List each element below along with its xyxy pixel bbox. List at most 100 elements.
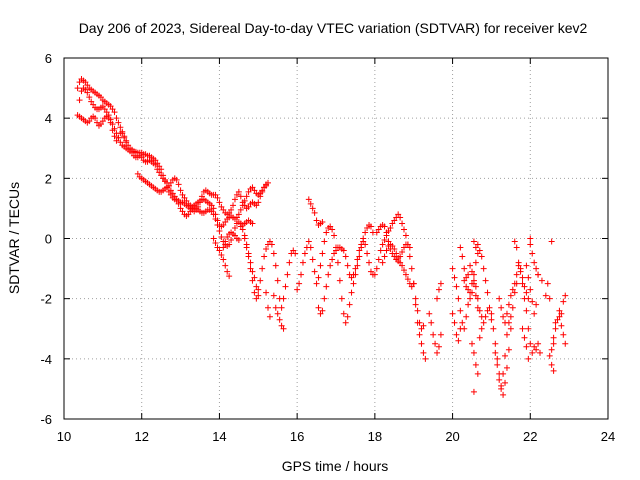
data-point — [542, 292, 549, 299]
data-point — [218, 252, 225, 259]
data-point — [498, 304, 505, 311]
data-point — [282, 283, 289, 290]
data-point — [535, 271, 542, 278]
data-point — [550, 340, 557, 347]
data-point — [222, 262, 229, 269]
data-point — [103, 109, 110, 116]
data-point — [435, 343, 442, 350]
data-point — [546, 295, 553, 302]
data-point — [255, 292, 262, 299]
data-point — [470, 280, 477, 287]
data-point — [515, 259, 522, 266]
data-point — [469, 268, 475, 275]
data-point — [463, 313, 470, 320]
data-point — [533, 301, 540, 308]
x-tick-label: 10 — [57, 429, 71, 444]
data-point — [476, 307, 483, 314]
data-point — [503, 331, 510, 338]
data-point — [513, 244, 520, 251]
data-point — [309, 256, 316, 263]
data-point — [138, 154, 145, 161]
data-point — [301, 250, 308, 257]
data-point — [529, 349, 536, 356]
data-point — [399, 249, 406, 256]
data-point — [261, 253, 268, 260]
data-point — [272, 262, 279, 269]
data-point — [492, 349, 499, 356]
data-point — [212, 240, 219, 247]
data-point — [342, 253, 349, 260]
data-point — [274, 277, 281, 284]
data-point — [412, 295, 419, 302]
data-point — [210, 211, 217, 218]
data-point — [86, 94, 93, 101]
data-point — [340, 247, 347, 254]
data-point — [476, 247, 483, 254]
data-point — [459, 253, 466, 260]
data-point — [224, 233, 231, 240]
data-point — [276, 316, 283, 323]
data-point — [408, 283, 415, 290]
data-point — [218, 203, 225, 210]
data-point — [315, 304, 322, 311]
y-tick-label: -4 — [40, 352, 52, 367]
data-point — [259, 265, 266, 272]
data-point — [210, 205, 217, 212]
data-point — [290, 247, 297, 254]
data-point — [546, 352, 553, 359]
x-axis-label: GPS time / hours — [282, 458, 389, 474]
data-point — [527, 286, 534, 293]
data-point — [455, 295, 462, 302]
data-point — [367, 268, 374, 275]
data-point — [470, 349, 477, 356]
data-point — [94, 119, 101, 126]
data-point — [76, 97, 83, 104]
data-point — [265, 304, 271, 311]
data-point — [494, 355, 501, 362]
data-point — [488, 310, 495, 317]
data-point — [548, 346, 555, 353]
data-point — [253, 295, 260, 302]
data-point — [437, 280, 444, 287]
data-point — [344, 313, 351, 320]
data-point — [90, 101, 97, 108]
data-point — [214, 244, 221, 251]
data-point — [107, 103, 114, 110]
data-point — [556, 313, 563, 320]
data-point — [517, 268, 524, 275]
data-point — [119, 130, 126, 137]
y-tick-label: 2 — [45, 171, 52, 186]
data-point — [401, 244, 407, 251]
data-point — [348, 274, 355, 281]
data-point — [109, 121, 116, 128]
data-point — [280, 295, 287, 302]
data-point — [257, 190, 264, 197]
data-point — [472, 259, 479, 266]
data-point — [426, 310, 433, 317]
y-tick-label: 6 — [45, 51, 52, 66]
data-point — [185, 211, 192, 218]
data-point — [478, 253, 485, 260]
data-point — [342, 319, 349, 326]
data-point — [507, 292, 514, 299]
data-point — [494, 361, 501, 368]
data-point — [476, 334, 483, 341]
data-point — [560, 298, 567, 305]
data-point — [531, 310, 538, 317]
data-point — [500, 370, 507, 377]
data-point — [383, 247, 390, 254]
data-point — [527, 340, 534, 347]
data-point — [220, 256, 227, 263]
data-point — [414, 307, 421, 314]
data-point — [113, 130, 120, 137]
y-tick-label: 4 — [45, 111, 52, 126]
data-point — [402, 232, 409, 239]
data-point — [319, 250, 326, 257]
data-point — [208, 202, 215, 209]
data-point — [356, 253, 363, 260]
data-point — [278, 304, 285, 311]
data-point — [214, 194, 221, 201]
data-point — [523, 289, 530, 296]
data-point — [266, 238, 273, 245]
data-point — [319, 307, 326, 314]
